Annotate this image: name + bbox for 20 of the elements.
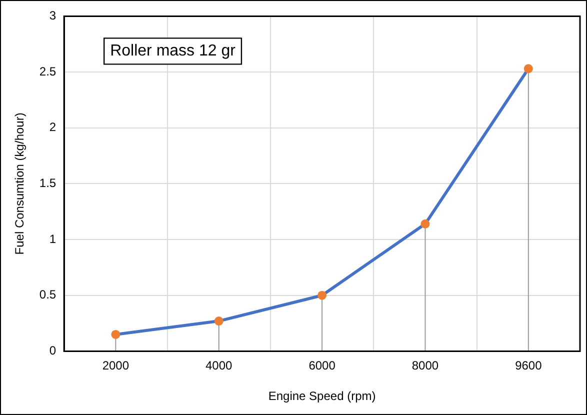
- x-tick-label: 2000: [102, 358, 130, 373]
- y-tick-label: 0.5: [39, 288, 56, 302]
- point: [524, 64, 533, 74]
- point: [420, 219, 430, 228]
- y-tick-label: 2.5: [39, 64, 56, 78]
- y-tick-label: 2: [49, 120, 56, 134]
- y-axis-title: Fuel Consumtion (kg/hour): [12, 112, 27, 255]
- annotation: Roller mass 12 gr: [110, 42, 236, 60]
- x-tick-label: 8000: [412, 358, 439, 373]
- y-tick-label: 1: [49, 232, 56, 246]
- x-tick-label: 6000: [308, 358, 336, 373]
- y-tick-label: 0: [49, 344, 56, 358]
- x-axis-title: Engine Speed (rpm): [268, 389, 376, 404]
- point: [111, 330, 120, 339]
- x-tick-label: 9600: [515, 358, 542, 373]
- x-tick-label: 4000: [206, 358, 233, 373]
- point: [318, 290, 327, 300]
- y-tick-label: 1.5: [39, 176, 56, 190]
- point: [214, 316, 224, 326]
- y-tick-label: 3: [49, 8, 56, 23]
